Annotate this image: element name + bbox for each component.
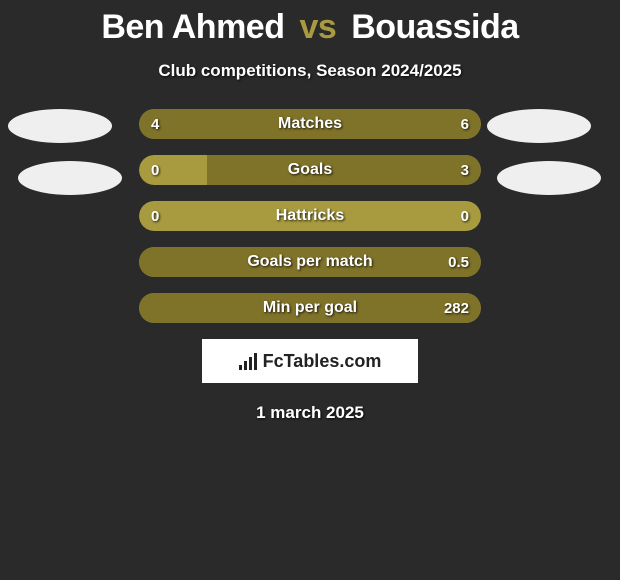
attribution-badge: FcTables.com bbox=[202, 339, 418, 383]
player1-name: Ben Ahmed bbox=[101, 8, 284, 46]
stat-row: 282Min per goal bbox=[139, 293, 481, 323]
comparison-title: Ben Ahmed vs Bouassida bbox=[0, 0, 620, 47]
stat-row: 03Goals bbox=[139, 155, 481, 185]
stat-label: Hattricks bbox=[139, 201, 481, 231]
stat-label: Min per goal bbox=[139, 293, 481, 323]
avatar-placeholder-left-bottom bbox=[18, 161, 122, 195]
stat-label: Goals bbox=[139, 155, 481, 185]
player2-name: Bouassida bbox=[351, 8, 518, 46]
stat-label: Goals per match bbox=[139, 247, 481, 277]
subtitle: Club competitions, Season 2024/2025 bbox=[0, 61, 620, 81]
avatar-placeholder-right-bottom bbox=[497, 161, 601, 195]
vs-label: vs bbox=[299, 8, 336, 46]
chart-icon bbox=[239, 352, 257, 370]
avatar-placeholder-left-top bbox=[8, 109, 112, 143]
stat-row: 00Hattricks bbox=[139, 201, 481, 231]
stats-stage: 46Matches 03Goals 00Hattricks 0.5Goals per … bbox=[0, 109, 620, 323]
avatar-placeholder-right-top bbox=[487, 109, 591, 143]
attribution-text: FcTables.com bbox=[263, 351, 382, 372]
footer-date: 1 march 2025 bbox=[0, 403, 620, 423]
stat-label: Matches bbox=[139, 109, 481, 139]
stat-row: 0.5Goals per match bbox=[139, 247, 481, 277]
stat-row: 46Matches bbox=[139, 109, 481, 139]
